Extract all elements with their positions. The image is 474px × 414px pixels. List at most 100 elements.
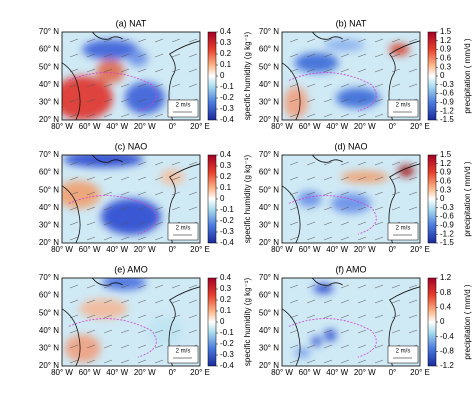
wind-arrow (340, 83, 350, 88)
wind-arrow (391, 176, 401, 181)
wind-arrow (357, 98, 367, 103)
wind-arrow (306, 38, 316, 43)
panel-title: (c) NAO (115, 141, 148, 151)
contour (68, 318, 157, 358)
y-tick-label: 40° N (259, 326, 279, 335)
y-tick-label: 70° N (39, 27, 59, 36)
wind-arrow (103, 113, 113, 118)
panel-title: (e) AMO (114, 264, 148, 274)
wind-arrow (154, 38, 164, 43)
wind-arrow (340, 329, 350, 334)
colorbar-tick-label: -0.3 (440, 203, 454, 212)
wind-arrow (137, 191, 147, 196)
colorbar-tick-label: 0.2 (220, 49, 232, 58)
wind-arrow (340, 221, 350, 226)
wind-arrow (306, 284, 316, 289)
wind-arrow (69, 83, 79, 88)
x-tick-label: 60° W (299, 245, 321, 254)
wind-arrow (120, 161, 130, 166)
x-tick-label: 60° W (299, 122, 321, 131)
colorbar (207, 277, 217, 367)
wind-arrow (103, 359, 113, 364)
wind-arrow (86, 284, 96, 289)
wind-arrow (323, 83, 333, 88)
colorbar-tick-label: -0.6 (440, 89, 454, 98)
wind-arrow (69, 284, 79, 289)
wind-arrow (306, 221, 316, 226)
x-tick-label: 80° W (271, 122, 293, 131)
colorbar-tick-label: -1.5 (440, 115, 454, 124)
colorbar-tick-label: 0.9 (440, 168, 452, 177)
wind-arrow (340, 314, 350, 319)
wind-arrow (188, 206, 198, 211)
wind-arrow (374, 191, 384, 196)
colorbar-tick-label: 0.3 (220, 284, 232, 293)
anomaly (127, 50, 148, 67)
arrow-scale-box (167, 222, 199, 241)
wind-arrow (323, 206, 333, 211)
contour (288, 195, 377, 235)
anomaly (160, 169, 185, 185)
x-tick-label: 20° W (354, 245, 376, 254)
wind-arrow (408, 314, 418, 319)
wind-arrow (154, 359, 164, 364)
wind-arrow (374, 314, 384, 319)
wind-arrow (374, 344, 384, 349)
wind-arrow (357, 329, 367, 334)
colorbar-tick-label: 0.1 (220, 306, 232, 315)
wind-arrow (188, 284, 198, 289)
wind-arrow (408, 68, 418, 73)
wind-arrow (357, 191, 367, 196)
wind-arrow (103, 221, 113, 226)
colorbar-tick-label: 0 (440, 194, 445, 203)
anomaly-field (64, 278, 184, 363)
x-tick-label: 80° W (51, 122, 73, 131)
colorbar-tick-label: 0 (440, 71, 445, 80)
arrow-scale-label: 2 m/s (176, 349, 191, 355)
anomaly (64, 334, 101, 363)
wind-arrow (154, 176, 164, 181)
wind-arrow (103, 344, 113, 349)
y-tick-label: 50° N (39, 62, 59, 71)
colorbar-tick-label: -0.2 (220, 339, 234, 348)
wind-arrow (306, 344, 316, 349)
wind-arrow (103, 83, 113, 88)
colorbar-tick-label: 1.2 (440, 273, 452, 282)
wind-arrow (154, 314, 164, 319)
wind-arrow (374, 221, 384, 226)
wind-arrow (69, 53, 79, 58)
x-tick-label: 60° W (79, 122, 101, 131)
wind-arrow (171, 161, 181, 166)
wind-arrow (391, 68, 401, 73)
y-tick-label: 40° N (259, 80, 279, 89)
colorbar-tick-label: -0.1 (220, 82, 234, 91)
contour (68, 195, 157, 235)
anomaly-field (294, 283, 337, 358)
wind-arrow (306, 191, 316, 196)
wind-arrow (289, 38, 299, 43)
wind-arrow (103, 206, 113, 211)
y-tick-label: 50° N (259, 62, 279, 71)
wind-arrow (323, 191, 333, 196)
wind-arrow (391, 206, 401, 211)
wind-arrow (171, 38, 181, 43)
y-tick-label: 30° N (39, 344, 59, 353)
wind-arrow (69, 344, 79, 349)
wind-arrow (120, 236, 130, 241)
colorbar (427, 277, 437, 367)
wind-arrow (408, 191, 418, 196)
contour (68, 72, 157, 112)
wind-arrow (323, 359, 333, 364)
wind-arrow (86, 221, 96, 226)
anomaly-field (297, 164, 415, 214)
wind-arrow (306, 98, 316, 103)
anomaly (62, 76, 113, 120)
wind-arrow (374, 53, 384, 58)
wind-arrow (154, 113, 164, 118)
wind-arrow (306, 206, 316, 211)
wind-arrow (306, 359, 316, 364)
x-tick-label: 60° W (79, 368, 101, 377)
wind-arrow (306, 161, 316, 166)
wind-arrow (86, 83, 96, 88)
wind-arrow (374, 98, 384, 103)
